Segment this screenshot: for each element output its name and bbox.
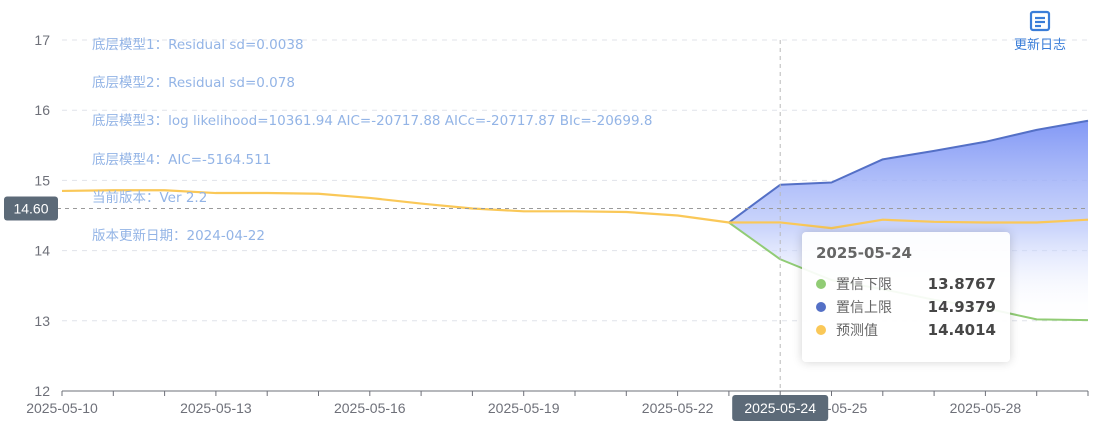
- data-tooltip: 2025-05-24 置信下限 13.8767 置信上限 14.9379 预测值…: [802, 232, 1010, 362]
- x-tick-label: 2025-05-19: [488, 400, 560, 416]
- tooltip-row-name: 置信上限: [836, 299, 892, 316]
- legend-dot-forecast: [816, 324, 826, 335]
- tooltip-row-lower: 置信下限 13.8767: [816, 272, 996, 295]
- x-tick-label: 2025-05-22: [642, 400, 714, 416]
- annotation-text: 底层模型1：Residual sd=0.0038: [92, 37, 304, 53]
- tooltip-row-upper: 置信上限 14.9379: [816, 295, 996, 318]
- tooltip-row-name: 预测值: [836, 322, 878, 339]
- crosshair: 14.60 2025-05-24: [4, 40, 1088, 421]
- x-tick-label: 2025-05-10: [26, 400, 98, 416]
- x-tick-label: 2025-05-13: [180, 400, 252, 416]
- y-tick-label: 14: [34, 243, 50, 259]
- x-tick-label: 2025-05-28: [950, 400, 1022, 416]
- annotation-text: 底层模型4：AIC=-5164.511: [92, 152, 271, 168]
- series-line-forecast: [61, 189, 1089, 230]
- tooltip-row-name: 置信下限: [836, 276, 892, 293]
- y-tick-label: 16: [34, 102, 50, 118]
- tooltip-row-forecast: 预测值 14.4014: [816, 318, 996, 341]
- axes: 12 13 14 15 16 17 2025-05-10 2025-05-13 2025-05-…: [26, 32, 1089, 416]
- crosshair-y-label: 14.60: [13, 200, 48, 216]
- legend-dot-lower: [816, 278, 826, 289]
- tooltip-title: 2025-05-24: [816, 244, 912, 262]
- update-log-label: 更新日志: [1013, 38, 1066, 53]
- y-tick-label: 17: [34, 32, 50, 48]
- tooltip-row-value: 14.9379: [927, 297, 996, 316]
- annotation-text: 当前版本：Ver 2.2: [92, 189, 207, 206]
- crosshair-x-label-box: [732, 395, 829, 421]
- annotation-text: 底层模型2：Residual sd=0.078: [92, 75, 295, 91]
- tooltip-row-value: 13.8767: [927, 274, 996, 293]
- annotation-text: 底层模型3：log likelihood=10361.94 AIC=-20717…: [92, 113, 652, 129]
- y-tick-label: 12: [34, 383, 50, 399]
- document-icon: [1029, 10, 1051, 32]
- crosshair-x-label: 2025-05-24: [744, 400, 816, 416]
- annotation-text: 版本更新日期：2024-04-22: [92, 228, 265, 244]
- update-log-button[interactable]: 更新日志: [1008, 10, 1072, 53]
- y-tick-label: 13: [34, 313, 50, 329]
- tooltip-row-value: 14.4014: [927, 320, 996, 339]
- legend-dot-upper: [816, 301, 826, 312]
- y-tick-label: 15: [34, 172, 50, 188]
- crosshair-y-label-box: [4, 196, 58, 221]
- model-annotations: 底层模型1：Residual sd=0.0038 底层模型2：Residual s…: [92, 37, 652, 244]
- x-tick-label: 2025-05-16: [334, 400, 406, 416]
- series-line-upper: [728, 119, 1089, 224]
